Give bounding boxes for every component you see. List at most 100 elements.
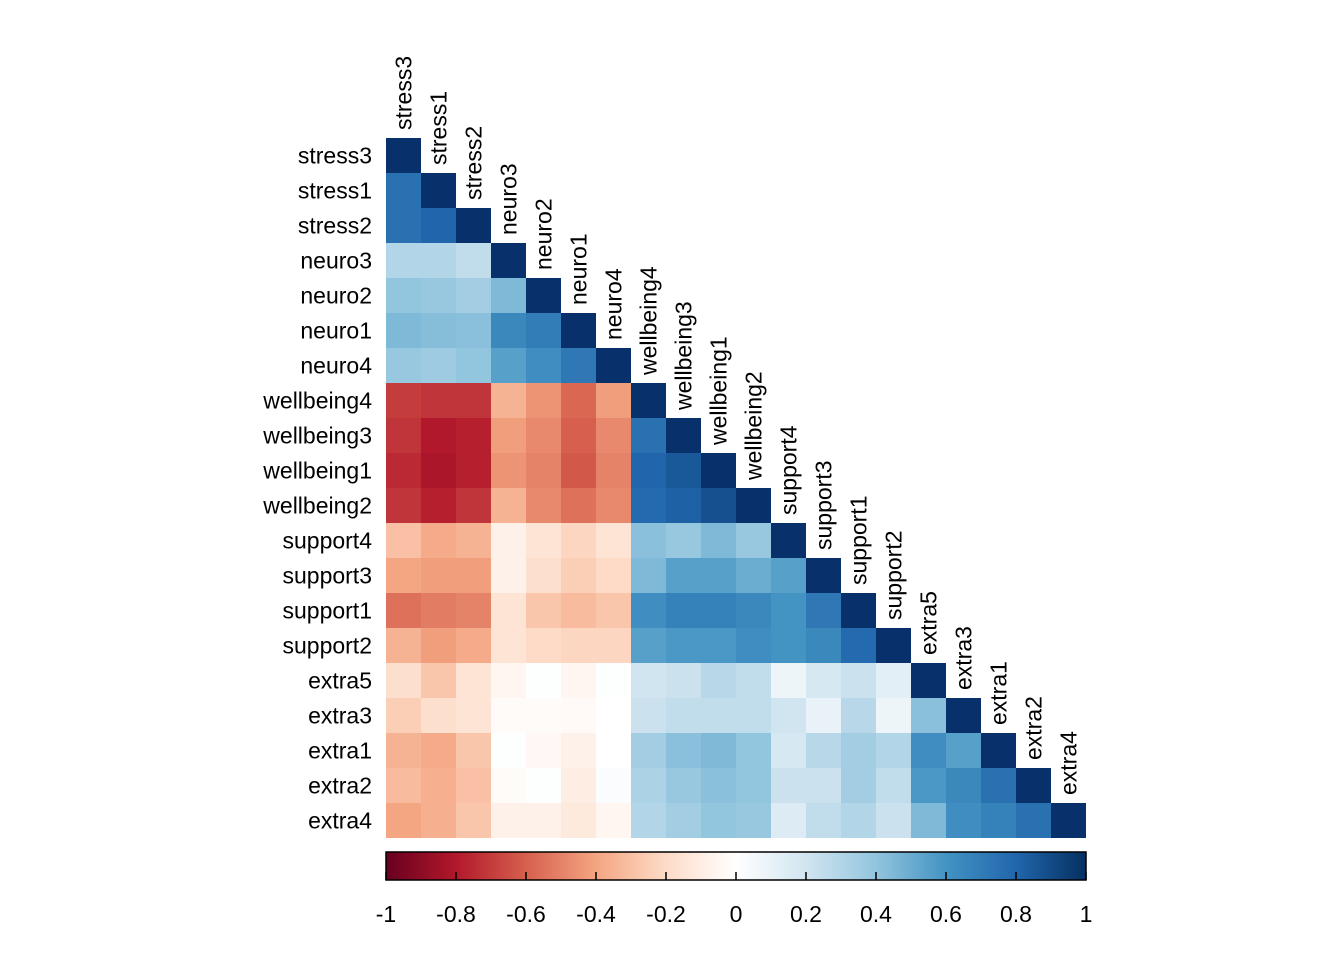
row-label-wellbeing4: wellbeing4 <box>262 388 372 414</box>
heatmap-cell-neuro1-neuro3: neuro1 / neuro3: 0.65 <box>491 313 526 348</box>
heatmap-cell-extra5-wellbeing2: extra5 / wellbeing2: 0.25 <box>736 663 771 698</box>
heatmap-cell-wellbeing4-neuro1: wellbeing4 / neuro1: -0.58 <box>561 383 596 418</box>
heatmap-cell-extra4-neuro1: extra4 / neuro1: -0.12 <box>561 803 596 838</box>
heatmap-cell-support1-neuro3: support1 / neuro3: -0.15 <box>491 593 526 628</box>
heatmap-cell-extra2-stress3: extra2 / stress3: -0.32 <box>386 768 421 803</box>
heatmap-cell-support4-wellbeing4: support4 / wellbeing4: 0.42 <box>631 523 666 558</box>
heatmap-cell-support2-stress3: support2 / stress3: -0.35 <box>386 628 421 663</box>
heatmap-cell-wellbeing3-neuro4: wellbeing3 / neuro4: -0.48 <box>596 418 631 453</box>
heatmap-cell-wellbeing2-stress1: wellbeing2 / stress1: -0.78 <box>421 488 456 523</box>
heatmap-cell-wellbeing1-wellbeing4: wellbeing1 / wellbeing4: 0.8 <box>631 453 666 488</box>
column-label-support1: support1 <box>846 495 872 585</box>
heatmap-cell-extra3-stress1: extra3 / stress1: -0.18 <box>421 698 456 733</box>
column-label-neuro3: neuro3 <box>496 163 522 235</box>
heatmap-cell-support2-support4: support2 / support4: 0.6 <box>771 628 806 663</box>
heatmap-cell-extra5-support4: extra5 / support4: 0.08 <box>771 663 806 698</box>
heatmap-cell-neuro4-neuro4: neuro4 / neuro4: 1 <box>596 348 631 383</box>
heatmap-cell-wellbeing2-wellbeing2: wellbeing2 / wellbeing2: 1 <box>736 488 771 523</box>
heatmap-cell-extra3-support1: extra3 / support1: 0.28 <box>841 698 876 733</box>
colorbar-tick-label-0.6: 0.6 <box>930 901 962 927</box>
heatmap-cell-extra5-neuro2: extra5 / neuro2: 0.01 <box>526 663 561 698</box>
heatmap-cell-extra3-neuro2: extra3 / neuro2: -0.02 <box>526 698 561 733</box>
heatmap-cell-wellbeing3-stress3: wellbeing3 / stress3: -0.72 <box>386 418 421 453</box>
row-label-neuro1: neuro1 <box>300 318 372 344</box>
heatmap-cell-wellbeing1-stress2: wellbeing1 / stress2: -0.78 <box>456 453 491 488</box>
heatmap-cell-extra1-support1: extra1 / support1: 0.35 <box>841 733 876 768</box>
heatmap-cell-extra2-neuro3: extra2 / neuro3: -0.02 <box>491 768 526 803</box>
row-label-extra3: extra3 <box>308 703 372 729</box>
heatmap-cell-extra5-neuro1: extra5 / neuro1: -0.05 <box>561 663 596 698</box>
heatmap-cell-extra2-support1: extra2 / support1: 0.35 <box>841 768 876 803</box>
heatmap-cell-support3-wellbeing3: support3 / wellbeing3: 0.55 <box>666 558 701 593</box>
heatmap-cell-extra4-stress2: extra4 / stress2: -0.28 <box>456 803 491 838</box>
heatmap-cell-support3-support3: support3 / support3: 1 <box>806 558 841 593</box>
heatmap-cell-extra4-neuro3: extra4 / neuro3: -0.08 <box>491 803 526 838</box>
heatmap-cell-extra3-wellbeing2: extra3 / wellbeing2: 0.25 <box>736 698 771 733</box>
heatmap-cell-wellbeing1-stress3: wellbeing1 / stress3: -0.75 <box>386 453 421 488</box>
heatmap-cell-extra2-support2: extra2 / support2: 0.25 <box>876 768 911 803</box>
heatmap-cell-wellbeing1-neuro4: wellbeing1 / neuro4: -0.5 <box>596 453 631 488</box>
row-label-neuro2: neuro2 <box>300 283 372 309</box>
heatmap-cell-support1-wellbeing1: support1 / wellbeing1: 0.68 <box>701 593 736 628</box>
heatmap-cell-support4-wellbeing3: support4 / wellbeing3: 0.38 <box>666 523 701 558</box>
heatmap-cell-wellbeing4-stress3: wellbeing4 / stress3: -0.7 <box>386 383 421 418</box>
heatmap-cell-support3-wellbeing2: support3 / wellbeing2: 0.5 <box>736 558 771 593</box>
column-label-neuro4: neuro4 <box>601 268 627 340</box>
row-label-neuro4: neuro4 <box>300 353 372 379</box>
heatmap-cell-extra4-extra5: extra4 / extra5: 0.45 <box>911 803 946 838</box>
heatmap-cell-extra1-wellbeing1: extra1 / wellbeing1: 0.45 <box>701 733 736 768</box>
heatmap-cell-neuro2-stress1: neuro2 / stress1: 0.38 <box>421 278 456 313</box>
heatmap-cell-support3-stress1: support3 / stress1: -0.42 <box>421 558 456 593</box>
heatmap-cell-support4-neuro3: support4 / neuro3: -0.08 <box>491 523 526 558</box>
row-label-extra1: extra1 <box>308 738 372 764</box>
heatmap-cell-stress1-stress3: stress1 / stress3: 0.75 <box>386 173 421 208</box>
colorbar-tick-label-0.8: 0.8 <box>1000 901 1032 927</box>
heatmap-cell-neuro1-stress3: neuro1 / stress3: 0.45 <box>386 313 421 348</box>
heatmap-cell-wellbeing3-wellbeing4: wellbeing3 / wellbeing4: 0.75 <box>631 418 666 453</box>
row-label-stress1: stress1 <box>298 178 372 204</box>
colorbar-tick-label--1: -1 <box>376 901 396 927</box>
row-label-support3: support3 <box>282 563 372 589</box>
row-label-wellbeing3: wellbeing3 <box>262 423 372 449</box>
heatmap-cell-support2-wellbeing1: support2 / wellbeing1: 0.58 <box>701 628 736 663</box>
heatmap-cell-extra5-stress3: extra5 / stress3: -0.18 <box>386 663 421 698</box>
heatmap-cell-extra2-extra5: extra2 / extra5: 0.58 <box>911 768 946 803</box>
heatmap-cell-neuro1-stress1: neuro1 / stress1: 0.43 <box>421 313 456 348</box>
heatmap-cell-support1-neuro1: support1 / neuro1: -0.32 <box>561 593 596 628</box>
heatmap-cell-wellbeing4-wellbeing4: wellbeing4 / wellbeing4: 1 <box>631 383 666 418</box>
heatmap-cell-wellbeing2-stress2: wellbeing2 / stress2: -0.72 <box>456 488 491 523</box>
heatmap-cell-neuro4-neuro3: neuro4 / neuro3: 0.55 <box>491 348 526 383</box>
heatmap-cell-stress2-stress3: stress2 / stress3: 0.75 <box>386 208 421 243</box>
colorbar-tick-label--0.2: -0.2 <box>646 901 686 927</box>
heatmap-cell-extra5-stress1: extra5 / stress1: -0.28 <box>421 663 456 698</box>
heatmap-cell-wellbeing1-wellbeing3: wellbeing1 / wellbeing3: 0.85 <box>666 453 701 488</box>
heatmap-cell-support1-neuro4: support1 / neuro4: -0.28 <box>596 593 631 628</box>
heatmap-cell-neuro1-neuro1: neuro1 / neuro1: 1 <box>561 313 596 348</box>
heatmap-cell-extra4-wellbeing1: extra4 / wellbeing1: 0.4 <box>701 803 736 838</box>
heatmap-cell-extra1-stress1: extra1 / stress1: -0.38 <box>421 733 456 768</box>
heatmap-cell-extra3-wellbeing4: extra3 / wellbeing4: 0.22 <box>631 698 666 733</box>
heatmap-cell-extra2-wellbeing2: extra2 / wellbeing2: 0.4 <box>736 768 771 803</box>
heatmap-cell-wellbeing2-neuro1: wellbeing2 / neuro1: -0.55 <box>561 488 596 523</box>
colorbar-tick-label-0: 0 <box>730 901 743 927</box>
heatmap-cell-extra2-support3: extra2 / support3: 0.22 <box>806 768 841 803</box>
heatmap-cell-extra1-stress2: extra1 / stress2: -0.28 <box>456 733 491 768</box>
heatmap-cell-wellbeing4-stress2: wellbeing4 / stress2: -0.72 <box>456 383 491 418</box>
column-label-extra4: extra4 <box>1056 731 1082 795</box>
column-label-extra2: extra2 <box>1021 696 1047 760</box>
heatmap-cell-neuro3-stress1: neuro3 / stress1: 0.3 <box>421 243 456 278</box>
column-label-stress1: stress1 <box>426 91 452 165</box>
column-label-extra1: extra1 <box>986 661 1012 725</box>
heatmap-cell-support3-stress2: support3 / stress2: -0.42 <box>456 558 491 593</box>
heatmap-cell-support2-wellbeing3: support2 / wellbeing3: 0.58 <box>666 628 701 663</box>
heatmap-cell-support2-support1: support2 / support1: 0.78 <box>841 628 876 663</box>
heatmap-cell-support4-neuro2: support4 / neuro2: -0.15 <box>526 523 561 558</box>
row-label-stress2: stress2 <box>298 213 372 239</box>
heatmap-cell-extra2-extra3: extra2 / extra3: 0.65 <box>946 768 981 803</box>
heatmap-cell-support4-neuro1: support4 / neuro1: -0.22 <box>561 523 596 558</box>
heatmap-cell-support1-support1: support1 / support1: 1 <box>841 593 876 628</box>
column-label-extra3: extra3 <box>951 626 977 690</box>
heatmap-cell-extra4-support2: extra4 / support2: 0.22 <box>876 803 911 838</box>
heatmap-cell-extra1-neuro3: extra1 / neuro3: 0.01 <box>491 733 526 768</box>
